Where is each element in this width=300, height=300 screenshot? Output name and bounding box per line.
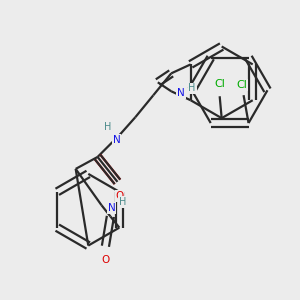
Text: O: O xyxy=(101,255,110,265)
Text: Cl: Cl xyxy=(236,80,247,90)
Text: H: H xyxy=(119,197,126,207)
Text: N: N xyxy=(177,88,185,98)
Text: O: O xyxy=(115,191,124,201)
Text: Cl: Cl xyxy=(214,79,225,89)
Text: N: N xyxy=(108,203,115,213)
Text: H: H xyxy=(104,122,111,132)
Text: H: H xyxy=(188,83,196,93)
Text: N: N xyxy=(112,135,120,145)
